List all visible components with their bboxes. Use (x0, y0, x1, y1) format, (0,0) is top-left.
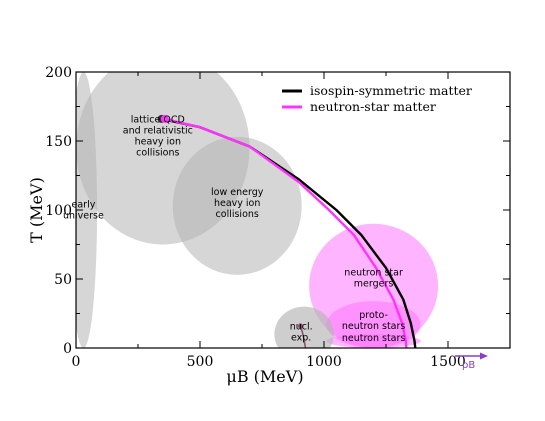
region-label-neutron-star-mergers: neutron star mergers (344, 267, 403, 289)
x-tick-label: 1500 (430, 354, 466, 370)
region-label-early-universe: early universe (63, 200, 104, 222)
legend-label-neutron-star: neutron-star matter (310, 99, 436, 114)
density-arrow: ρB (455, 352, 488, 371)
critical-point-1 (160, 114, 169, 123)
liquid-gas-endpoint (297, 323, 303, 329)
y-axis-title: T (MeV) (27, 177, 46, 243)
region-label-proto-neutron-stars: proto-neutron stars (342, 310, 406, 332)
region-labels-layer: early universe lattice QCD and relativistic… (63, 114, 405, 344)
regions-layer (76, 72, 439, 348)
region-label-low-energy-heavy-ion-collisions: low energy heavy ion collisions (211, 187, 264, 220)
liquid-gas-line (299, 325, 307, 348)
y-tick-label: 50 (54, 272, 72, 288)
region-label-lattice-qcd-and-relativistic-heavy-ion-collisions: lattice QCD and relativistic heavy ion coll… (123, 114, 193, 158)
series-line-1 (163, 117, 408, 348)
region-low-energy-heavy-ion-collisions (172, 136, 302, 275)
region-nucl-exp (274, 306, 334, 348)
y-tick-label: 150 (45, 134, 72, 150)
y-tick-label: 200 (45, 65, 72, 81)
y-tick-label: 0 (63, 341, 72, 357)
ticks-layer: 0 500 1000 1500 0 50 100 150 200 (45, 65, 510, 370)
region-label-neutron-stars: neutron stars (342, 333, 406, 344)
legend: isospin-symmetric matter neutron-star ma… (282, 83, 472, 114)
y-tick-label: 100 (45, 203, 72, 219)
region-label-nucl-exp: nucl. exp. (290, 322, 313, 344)
region-neutron-stars (326, 334, 421, 348)
legend-label-isospin: isospin-symmetric matter (310, 83, 472, 98)
x-axis-title: μB (MeV) (226, 367, 303, 386)
x-tick-label: 1000 (306, 354, 342, 370)
density-arrow-label: ρB (462, 360, 475, 371)
x-tick-label: 0 (72, 354, 81, 370)
x-tick-label: 500 (187, 354, 214, 370)
lines-layer (157, 114, 417, 348)
